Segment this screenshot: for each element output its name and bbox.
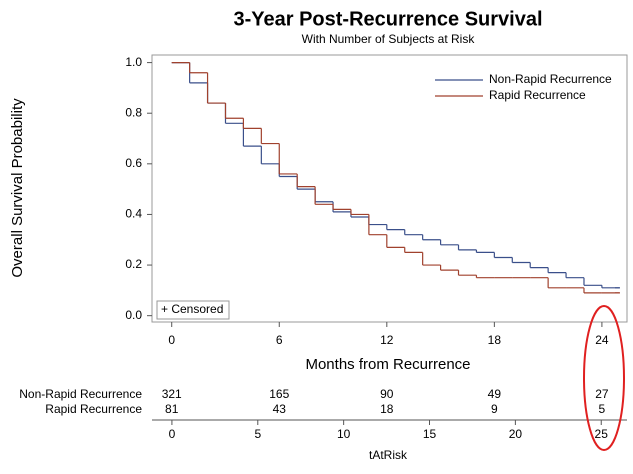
- y-axis-label: Overall Survival Probability: [9, 98, 26, 278]
- y-tick-label: 0.6: [125, 156, 142, 170]
- at-risk-row-label: Non-Rapid Recurrence: [19, 387, 142, 401]
- y-tick-label: 0.8: [125, 105, 142, 119]
- x-axis-label: Months from Recurrence: [305, 356, 470, 373]
- at-risk-tick-label: 5: [254, 427, 261, 441]
- annotation-ellipse: [583, 305, 625, 451]
- at-risk-value: 9: [491, 402, 498, 416]
- x-tick-label: 24: [595, 333, 609, 347]
- chart-subtitle: With Number of Subjects at Risk: [302, 32, 476, 46]
- at-risk-value: 18: [380, 402, 394, 416]
- at-risk-row-label: Rapid Recurrence: [45, 402, 142, 416]
- at-risk-value: 43: [273, 402, 287, 416]
- legend-label: Non-Rapid Recurrence: [489, 72, 612, 86]
- at-risk-value: 165: [269, 387, 289, 401]
- at-risk-value: 27: [595, 387, 609, 401]
- plot-frame: [151, 54, 628, 323]
- censored-label: + Censored: [161, 302, 223, 316]
- chart-title: 3-Year Post-Recurrence Survival: [233, 8, 542, 30]
- x-tick-label: 6: [276, 333, 283, 347]
- y-tick-label: 0.0: [125, 308, 142, 322]
- x-tick-label: 12: [380, 333, 394, 347]
- at-risk-tick-label: 10: [337, 427, 351, 441]
- legend-label: Rapid Recurrence: [489, 88, 586, 102]
- at-risk-tick-label: 15: [423, 427, 437, 441]
- censored-box: [156, 300, 230, 320]
- y-tick-label: 1.0: [125, 55, 142, 69]
- at-risk-value: 5: [599, 402, 606, 416]
- at-risk-value: 81: [165, 402, 179, 416]
- x-tick-label: 0: [168, 333, 175, 347]
- at-risk-value: 321: [162, 387, 182, 401]
- at-risk-tick-label: 25: [595, 427, 609, 441]
- at-risk-value: 90: [380, 387, 394, 401]
- at-risk-tick-label: 0: [169, 427, 176, 441]
- at-risk-axis-label: tAtRisk: [369, 448, 408, 462]
- at-risk-tick-label: 20: [509, 427, 523, 441]
- y-tick-label: 0.2: [125, 257, 142, 271]
- at-risk-value: 49: [488, 387, 502, 401]
- x-tick-label: 18: [488, 333, 502, 347]
- y-tick-label: 0.4: [125, 207, 142, 221]
